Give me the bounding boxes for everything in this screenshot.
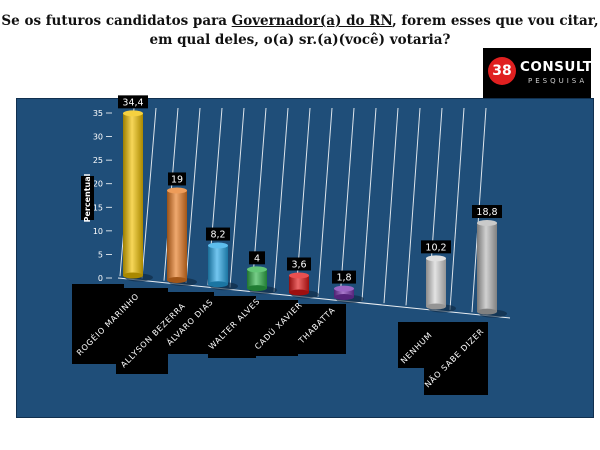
bar (289, 275, 309, 293)
bar-top (426, 255, 446, 262)
bar-bottom (247, 285, 267, 292)
data-label: 1,8 (336, 273, 351, 284)
bar (477, 223, 497, 312)
grid-line (273, 107, 289, 292)
chart-title: Se os futuros candidatos para Governador… (0, 12, 600, 50)
bar-top (289, 272, 309, 279)
bar (208, 245, 228, 285)
data-label-bg (287, 257, 311, 271)
category-label-bg (116, 288, 168, 374)
grid-line (405, 107, 421, 306)
grid-line (383, 107, 399, 304)
title-underlined: Governador(a) do RN (231, 13, 392, 29)
y-tick-label: 10 (93, 227, 103, 236)
data-label-bg (472, 205, 502, 219)
y-tick-label: 15 (93, 203, 103, 212)
bar-bottom (334, 294, 354, 301)
bar-bottom (426, 303, 446, 310)
data-label: 19 (171, 174, 183, 185)
bar-top (247, 266, 267, 273)
data-label-bg (118, 95, 148, 109)
data-label-bg (421, 240, 451, 254)
title-part-1: Se os futuros candidatos para (1, 13, 232, 29)
grid-line (141, 107, 157, 279)
bar-top (477, 220, 497, 227)
grid-line (449, 107, 465, 310)
logo-brand: CONSULT (520, 59, 593, 75)
bar-bottom (167, 277, 187, 284)
title-line-2: em qual deles, o(a) sr.(a)(você) votaria… (149, 32, 451, 48)
grid-line (361, 107, 377, 301)
category-label-bg (248, 300, 298, 356)
category-label-bg (424, 322, 488, 395)
bar (123, 113, 143, 276)
category-label-bg (296, 304, 346, 354)
y-tick-label: 20 (93, 180, 103, 189)
title-part-2: , forem esses que vou citar, (391, 13, 599, 29)
data-label-bg (332, 270, 356, 284)
y-tick-label: 30 (93, 133, 103, 142)
bar-top (123, 110, 143, 117)
grid-line (185, 107, 201, 283)
grid-line (339, 107, 355, 299)
data-label: 10,2 (425, 242, 446, 253)
bar (334, 288, 354, 298)
bar-bottom (289, 289, 309, 296)
bar-top (334, 285, 354, 292)
data-label: 8,2 (210, 230, 225, 241)
y-axis-label-bg (81, 176, 94, 220)
category-label-bg (72, 284, 124, 364)
y-tick-label: 0 (98, 274, 103, 283)
bar (247, 269, 267, 289)
logo-number: 38 (488, 57, 516, 85)
data-label: 34,4 (122, 97, 143, 108)
logo-sub: PESQUISA (528, 77, 588, 85)
bar-bottom (123, 272, 143, 279)
data-label-bg (168, 172, 186, 186)
bar-bottom (477, 308, 497, 315)
consult-logo: 38 CONSULT PESQUISA (483, 48, 593, 98)
data-label: 3,6 (291, 259, 306, 270)
data-label: 18,8 (476, 207, 497, 218)
y-tick-label: 35 (93, 109, 103, 118)
bar-top (208, 242, 228, 249)
bar (426, 258, 446, 307)
grid-line (229, 107, 245, 288)
bar-bottom (208, 281, 228, 288)
grid-line (317, 107, 333, 297)
bar (167, 190, 187, 281)
y-tick-label: 5 (98, 250, 103, 259)
data-label-bg (206, 227, 230, 241)
bar-top (167, 187, 187, 194)
y-axis-label: Percentual (83, 173, 92, 222)
category-label-bg (164, 292, 214, 354)
data-label: 4 (254, 253, 260, 264)
data-label-bg (249, 251, 265, 265)
y-tick-label: 25 (93, 156, 103, 165)
